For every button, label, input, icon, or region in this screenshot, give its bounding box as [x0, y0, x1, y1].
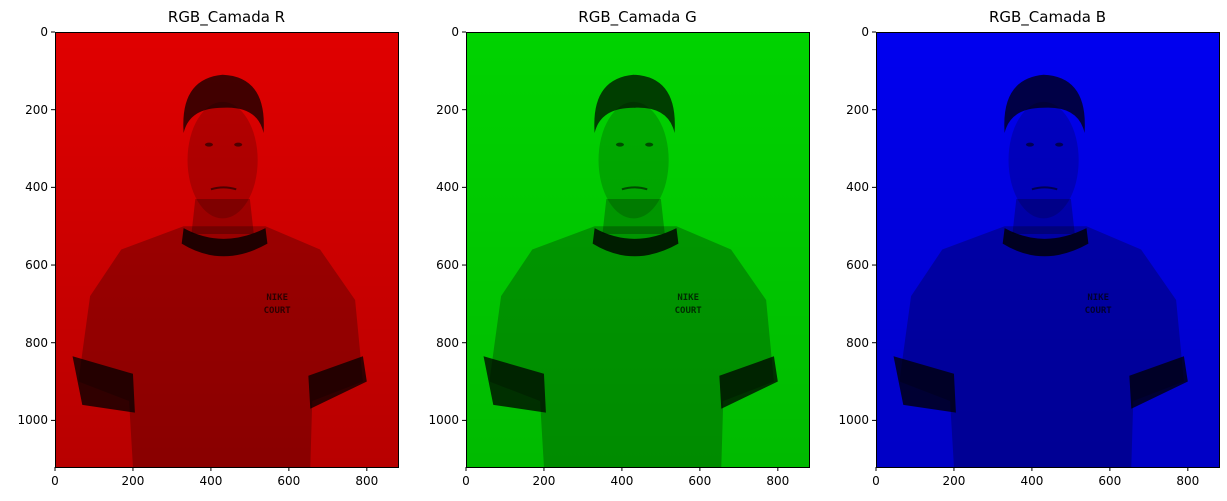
sleeve-band-right	[308, 356, 367, 409]
mustache	[621, 186, 648, 191]
shirt-print-line-1: NIKE	[1087, 293, 1109, 303]
x-tick-label: 600	[688, 474, 712, 488]
eye	[645, 142, 654, 147]
x-tick-label: 800	[766, 474, 790, 488]
collar	[1002, 228, 1089, 257]
eye	[1055, 142, 1064, 147]
y-tick-label: 1000	[838, 413, 869, 428]
y-tick-label: 1000	[17, 413, 48, 428]
neck	[191, 199, 254, 234]
face	[187, 101, 258, 219]
hair	[183, 74, 264, 133]
x-tick-label: 400	[199, 474, 223, 488]
x-tick-label: 800	[1176, 474, 1200, 488]
x-tick-label: 200	[532, 474, 556, 488]
y-tick-label: 600	[846, 258, 869, 273]
sleeve-band-left	[72, 356, 135, 413]
sleeve-band-right	[1129, 356, 1188, 409]
y-tick-label: 1000	[428, 413, 459, 428]
shirt-print-line-2: COURT	[675, 306, 703, 316]
mustache	[1031, 186, 1058, 191]
shirt-print-line-1: NIKE	[266, 293, 288, 303]
collar	[592, 228, 679, 257]
eye	[1025, 142, 1034, 147]
face	[598, 101, 669, 219]
collar	[181, 228, 268, 257]
y-tick-label: 400	[25, 180, 48, 195]
shirt-print-line-1: NIKE	[677, 293, 699, 303]
sleeve-band-left	[893, 356, 956, 413]
x-tick-label: 800	[355, 474, 379, 488]
y-tick-label: 200	[25, 102, 48, 117]
y-tick-label: 800	[25, 335, 48, 350]
mustache	[210, 186, 237, 191]
neck	[602, 199, 665, 234]
shirt-print-line-2: COURT	[1085, 306, 1113, 316]
y-tick-label: 0	[861, 25, 869, 39]
eye	[615, 142, 624, 147]
panel-title: RGB_Camada R	[167, 8, 286, 26]
x-tick-label: 400	[610, 474, 634, 488]
y-tick-label: 600	[25, 258, 48, 273]
sleeve-band-left	[483, 356, 546, 413]
shirt-shape	[78, 226, 363, 467]
neck	[1012, 199, 1075, 234]
eye	[234, 142, 243, 147]
y-tick-label: 800	[436, 335, 459, 350]
x-tick-label: 0	[462, 474, 470, 488]
y-tick-label: 200	[436, 102, 459, 117]
face	[1008, 101, 1079, 219]
x-tick-label: 400	[1020, 474, 1044, 488]
y-tick-label: 800	[846, 335, 869, 350]
axes-frame	[466, 32, 810, 468]
x-tick-label: 600	[277, 474, 301, 488]
shirt-shape	[899, 226, 1184, 467]
axes-frame	[55, 32, 399, 468]
y-tick-label: 400	[436, 180, 459, 195]
x-tick-label: 200	[942, 474, 966, 488]
y-tick-label: 400	[846, 180, 869, 195]
shirt-print-line-2: COURT	[264, 306, 292, 316]
x-tick-label: 200	[121, 474, 145, 488]
y-tick-label: 0	[40, 25, 48, 39]
shirt-shape	[489, 226, 774, 467]
y-tick-label: 200	[846, 102, 869, 117]
sleeve-band-right	[719, 356, 778, 409]
x-tick-label: 0	[51, 474, 59, 488]
hair	[1004, 74, 1085, 133]
y-tick-label: 600	[436, 258, 459, 273]
y-tick-label: 0	[451, 25, 459, 39]
x-tick-label: 0	[872, 474, 880, 488]
panel-title: RGB_Camada B	[988, 8, 1107, 26]
eye	[204, 142, 213, 147]
axes-frame	[876, 32, 1220, 468]
hair	[594, 74, 675, 133]
x-tick-label: 600	[1098, 474, 1122, 488]
panel-title: RGB_Camada G	[578, 8, 697, 26]
